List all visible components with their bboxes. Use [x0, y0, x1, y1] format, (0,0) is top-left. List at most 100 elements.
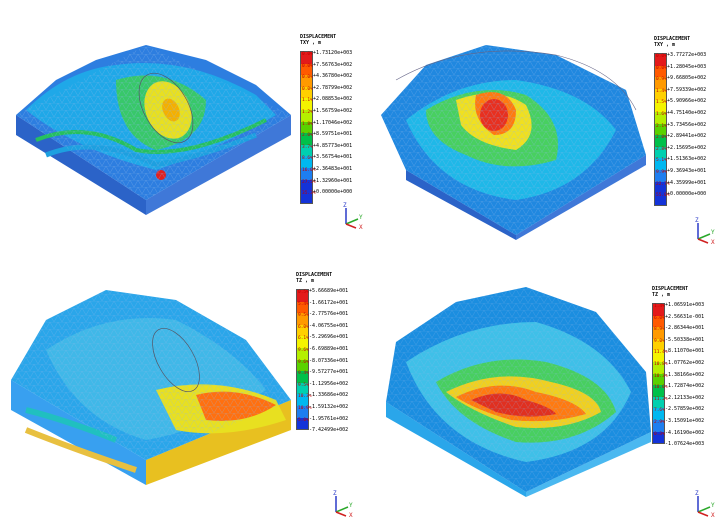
- legend-color-cell: 0.0%: [301, 75, 313, 87]
- legend-percent: 9.9%: [656, 169, 667, 175]
- legend-value-label: +3.73456e+002: [667, 121, 707, 128]
- legend-color-cell: 6.0%: [297, 324, 309, 337]
- legend-percent: 1.5%: [656, 100, 667, 106]
- legend-percent: 9.6%: [298, 359, 309, 365]
- terrain-model-4: [386, 287, 651, 497]
- terrain-model-3: [11, 290, 291, 485]
- legend-color-cell: 9.5%: [297, 313, 309, 325]
- legend-1: DISPLACEMENT TXY , m 0.0% 0.0% 0.0% 0.0% 1.1…: [300, 34, 370, 204]
- legend-percent: 9.6%: [298, 347, 309, 353]
- legend-color-cell: 1.4%: [655, 88, 667, 101]
- legend-body-2: 0.0% 0.0% 0.9% 1.4% 1.5% 1.6% 2.1% 2.0% 2.8% 5.1%…: [654, 50, 724, 206]
- legend-2: DISPLACEMENT TXY , m 0.0% 0.0% 0.9% 1.4% 1.5…: [654, 36, 724, 206]
- legend-percent: 1.1%: [302, 98, 313, 104]
- legend-percent: 9.0%: [654, 338, 665, 344]
- legend-percent: 16.0%: [302, 167, 316, 173]
- terrain-model-1: [16, 45, 291, 215]
- legend-color-cell: 2.8%: [655, 146, 667, 159]
- legend-value-label: +0.00000e+000: [313, 189, 353, 196]
- legend-title-4: DISPLACEMENT: [652, 286, 689, 292]
- legend-value-label: -6.69889e+001: [309, 345, 349, 352]
- legend-percent: 0.0%: [302, 63, 313, 69]
- legend-value-label: +2.15695e+002: [667, 144, 707, 151]
- legend-color-cell: 1.8%: [301, 121, 313, 134]
- legend-color-cell: 0.5%: [297, 290, 309, 302]
- legend-value-label: +5.66689e+001: [309, 288, 349, 294]
- legend-percent: 0.5%: [298, 290, 309, 295]
- legend-color-cell: 22.7%: [655, 181, 670, 194]
- legend-value-label: +2.89441e+002: [667, 133, 707, 140]
- legend-color-cell: 2.9%: [653, 419, 665, 432]
- legend-value-label: -2.57859e+002: [665, 406, 705, 413]
- legend-color-cell: 0.0%: [301, 63, 313, 76]
- legend-color-cell: 1.5%: [655, 100, 667, 112]
- legend-color-cell: 0.0%: [655, 54, 667, 66]
- axis-triad-1: Z Y X: [343, 202, 363, 230]
- legend-percent: 2.0%: [302, 133, 313, 139]
- panel-bottom-left: DISPLACEMENT TZ , m 0.5% 5.4% 9.5% 6.0% 6.1%…: [0, 260, 362, 521]
- legend-value-label: -4.16190e+002: [665, 429, 705, 436]
- legend-value-label: +5.90966e+002: [667, 98, 707, 105]
- legend-color-cell: 2.1%: [655, 123, 667, 136]
- legend-value-label: +4.35999e+001: [667, 179, 707, 186]
- legend-value-label: -1.33686e+002: [309, 392, 349, 399]
- legend-value-label: -1.07624e+003: [665, 441, 705, 448]
- axis-triad-4: Z Y X: [695, 490, 715, 518]
- legend-value-label: -1.12956e+002: [309, 380, 349, 387]
- legend-percent: 0.3%: [654, 431, 665, 437]
- legend-value-label: +2.56631e-001: [665, 313, 705, 320]
- axis-triad-3: Z Y X: [333, 490, 353, 518]
- axis-x-label-3: X: [349, 512, 353, 518]
- legend-percent: 35.3%: [302, 191, 316, 197]
- legend-value-label: +1.73120e+003: [313, 50, 353, 56]
- legend-percent: 55.0%: [656, 193, 670, 199]
- legend-percent: 10.8%: [654, 361, 668, 367]
- legend-color-cell: 6.0%: [653, 315, 665, 328]
- legend-value-label: -1.72874e+002: [665, 383, 705, 390]
- legend-color-cell: 1.1%: [301, 98, 313, 110]
- legend-percent: 5.1%: [656, 158, 667, 164]
- axis-triad-2: Z Y X: [695, 217, 715, 245]
- legend-value-label: -7.42499e+002: [309, 427, 349, 434]
- legend-body-1: 0.0% 0.0% 0.0% 0.0% 1.1% 1.2% 1.8% 2.0% 3.7% 8.6%…: [300, 48, 370, 204]
- legend-body-3: 0.5% 5.4% 9.5% 6.0% 6.1% 9.6% 9.6% 9.4% 9.5% 10.3…: [296, 286, 366, 437]
- legend-color-cell: 9.0%: [653, 338, 665, 351]
- legend-color-cell: 10.9%: [297, 405, 312, 418]
- legend-labels: +3.77272e+003 +1.28045e+003 +9.66805e+002 +…: [667, 50, 706, 201]
- legend-color-cell: 27.5%: [301, 179, 316, 192]
- legend-value-label: +9.36943e+001: [667, 167, 707, 174]
- legend-value-label: +4.36780e+002: [313, 73, 353, 80]
- legend-percent: 8.9%: [654, 327, 665, 333]
- legend-value-label: +9.66805e+002: [667, 75, 707, 82]
- legend-value-label: -8.07336e+001: [309, 357, 349, 364]
- legend-color-cell: 5.1%: [655, 158, 667, 170]
- legend-percent: 2.8%: [656, 146, 667, 152]
- legend-color-scale: 0.0% 0.0% 0.9% 1.4% 1.5% 1.6% 2.1% 2.0% 2.8% 5.1%…: [654, 53, 670, 206]
- legend-value-label: +0.00000e+000: [667, 191, 707, 198]
- legend-value-label: +3.77272e+003: [667, 52, 707, 58]
- legend-percent: 7.6%: [654, 408, 665, 414]
- legend-value-label: -1.95761e+002: [309, 415, 349, 422]
- legend-percent: 10.0%: [654, 385, 668, 391]
- axis-z-label-2: Z: [695, 217, 699, 224]
- legend-color-cell: 0.0%: [301, 86, 313, 99]
- legend-color-cell: 0.9%: [655, 77, 667, 89]
- legend-4: DISPLACEMENT TZ , m 1.4% 6.0% 8.9% 9.0% 11.4…: [652, 286, 722, 451]
- legend-color-cell: 9.4%: [297, 371, 309, 383]
- legend-percent: 2.9%: [654, 419, 665, 425]
- legend-percent: 9.5%: [298, 382, 309, 388]
- legend-color-cell: 1.6%: [655, 111, 667, 124]
- legend-value-label: +1.51363e+002: [667, 156, 707, 163]
- axis-x-label-4: X: [711, 512, 715, 518]
- legend-title-2: DISPLACEMENT: [654, 36, 691, 42]
- legend-value-label: +1.32960e+001: [313, 177, 353, 184]
- legend-color-cell: 10.3%: [653, 373, 668, 386]
- legend-color-cell: 2.0%: [655, 135, 667, 147]
- legend-value-label: +2.08853e+002: [313, 96, 353, 103]
- legend-color-cell: 1.2%: [301, 109, 313, 122]
- legend-color-cell: 0.3%: [653, 431, 665, 444]
- legend-value-label: -1.59132e+002: [309, 403, 349, 410]
- axis-z-label-4: Z: [695, 490, 699, 497]
- legend-color-cell: 11.4%: [653, 350, 668, 362]
- legend-color-cell: 9.6%: [297, 359, 309, 372]
